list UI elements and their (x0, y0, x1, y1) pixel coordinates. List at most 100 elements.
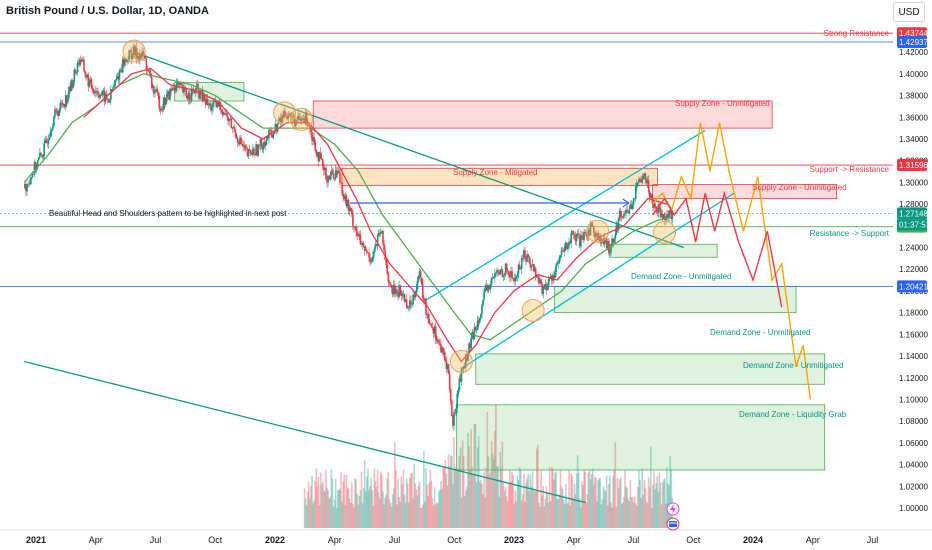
volume-bar (331, 478, 334, 528)
candle (374, 244, 377, 249)
volume-bar (658, 472, 661, 528)
volume-bar (344, 504, 347, 528)
candle (83, 60, 85, 72)
candle (309, 125, 311, 130)
candle (443, 351, 446, 358)
candle (321, 159, 324, 166)
volume-bar (401, 484, 404, 528)
volume-bar (452, 483, 454, 528)
candle (370, 261, 372, 263)
candle (281, 115, 283, 123)
candle (592, 226, 595, 233)
candle (63, 104, 66, 107)
volume-bar (645, 500, 648, 528)
price-tick-label: 1.00000 (899, 504, 928, 513)
volume-bar (572, 498, 575, 528)
volume-bar (601, 499, 604, 528)
candle (657, 204, 660, 213)
volume-bar (348, 498, 351, 528)
volume-bar (600, 504, 603, 528)
volume-bar (395, 470, 397, 528)
candle (503, 272, 506, 276)
zone-demand (456, 404, 826, 471)
candle (217, 102, 220, 107)
candle (385, 259, 388, 265)
volume-bar (562, 500, 565, 528)
candle (646, 180, 649, 184)
volume-bar (612, 475, 614, 528)
volume-bar (470, 428, 472, 528)
candle (609, 252, 611, 254)
volume-bar (352, 503, 354, 528)
candle (641, 178, 643, 183)
candle (517, 264, 520, 275)
volume-bar (666, 467, 668, 528)
price-tick-label: 1.02000 (899, 482, 928, 491)
price-tick-label: 1.22000 (899, 265, 928, 274)
volume-bar (473, 423, 476, 528)
candle (618, 210, 621, 219)
candle (462, 366, 465, 369)
candle (465, 354, 467, 368)
candle (570, 233, 573, 244)
volume-bar (418, 481, 421, 528)
candle (669, 210, 671, 213)
time-tick-label: Apr (328, 535, 342, 545)
candle (112, 87, 114, 92)
candle (405, 299, 408, 308)
volume-bar (644, 487, 647, 528)
volume-bar (662, 479, 665, 528)
volume-bar (414, 483, 417, 528)
arrow-head (622, 198, 630, 208)
candle (209, 103, 211, 105)
candle (254, 154, 256, 156)
volume-bar (598, 478, 600, 528)
moving-averages (23, 67, 672, 363)
candle (625, 209, 627, 214)
candle (600, 241, 603, 244)
candle (596, 232, 598, 235)
candle (150, 77, 153, 88)
candle (581, 235, 583, 237)
volume-bar (361, 503, 364, 528)
candle (278, 118, 281, 122)
candle (298, 116, 300, 119)
volume-bar (529, 474, 532, 528)
candle (243, 145, 246, 147)
candle (86, 74, 89, 78)
candle (304, 112, 307, 122)
candle (234, 131, 237, 138)
candle (39, 152, 41, 158)
candle (423, 297, 425, 301)
candle (97, 90, 99, 95)
volume-bar (487, 456, 490, 528)
candle (283, 111, 285, 118)
candle (160, 109, 163, 111)
volume-bar (326, 488, 328, 528)
candle (269, 129, 271, 131)
volume-bar (563, 504, 566, 528)
volume-bar (320, 483, 323, 528)
candle (219, 102, 222, 110)
candle (390, 284, 393, 289)
candle (442, 347, 445, 352)
currency-button[interactable]: USD (893, 2, 925, 22)
volume-bar (565, 483, 567, 528)
volume-bar (489, 471, 492, 528)
candle (561, 250, 564, 252)
candle (430, 323, 433, 328)
volume-bar (544, 498, 547, 528)
volume-bar (381, 474, 383, 528)
volume-bar (421, 504, 424, 528)
volume-bar (511, 472, 513, 528)
candle (648, 191, 651, 198)
volume-bar (449, 455, 452, 528)
candle (60, 102, 63, 104)
candle (619, 210, 622, 217)
volume-bar (657, 491, 660, 528)
candle (70, 80, 72, 92)
volume-bar (588, 469, 591, 528)
candle (640, 181, 642, 183)
volume-bar (538, 503, 540, 528)
